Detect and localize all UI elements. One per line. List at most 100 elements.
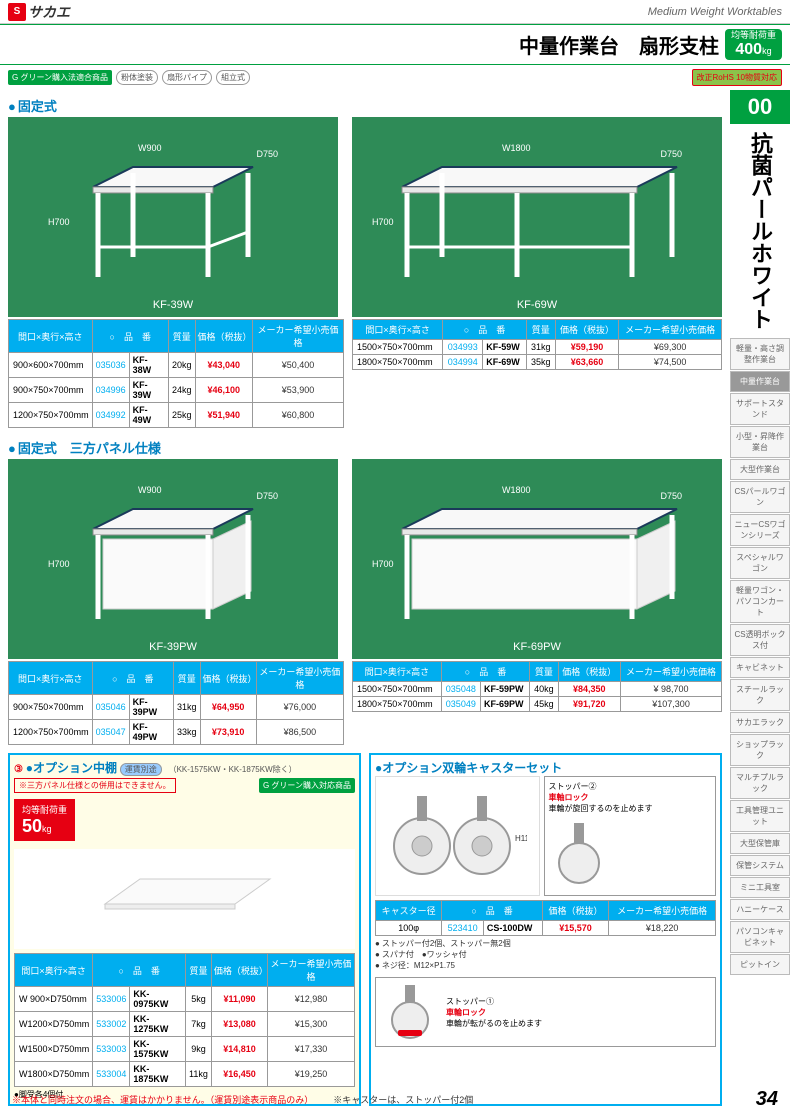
sidebar-item[interactable]: マルチプルラック xyxy=(730,767,790,799)
product-image-kf39pw: W900 D750 H700 KF-39PW xyxy=(8,459,338,659)
option-shelf-box: ③ オプション中棚 運賃別途 （KK-1575KW・KK-1875KW除く） ※… xyxy=(8,753,361,1106)
dim-w: W1800 xyxy=(502,143,531,153)
green-badge-small: G グリーン購入対応商品 xyxy=(259,778,355,793)
product-image-kf69w: W1800 D750 H700 KF xyxy=(352,117,722,317)
sidebar-item[interactable]: サポートスタンド xyxy=(730,393,790,425)
load-unit: kg xyxy=(762,46,772,56)
note-item: ストッパー付2個、ストッパー無2個 xyxy=(375,938,716,949)
dim-h: H700 xyxy=(48,559,70,569)
model-label: KF-39W xyxy=(153,299,193,311)
load-value: 50 xyxy=(22,816,42,836)
sidebar-item[interactable]: 軽量ワゴン・パソコンカート xyxy=(730,580,790,623)
sidebar-item[interactable]: ミニ工具室 xyxy=(730,877,790,898)
medium-weight-title: Medium Weight Worktables xyxy=(648,6,782,18)
load-label: 均等耐荷重 xyxy=(731,31,776,41)
footer-note2: ※キャスターは、ストッパー付2個 xyxy=(333,1093,473,1106)
stopper2-title: ストッパー② xyxy=(549,781,712,792)
brand-logo: S サカエ xyxy=(8,2,70,22)
badge-row: G グリーン購入法適合商品 粉体塗装 扇形パイプ 組立式 改正RoHS 10物質… xyxy=(0,65,790,90)
stopper2-desc: 車輪が旋回するのを止めます xyxy=(549,803,712,814)
dim-w: W1800 xyxy=(502,485,531,495)
spec-table-2: 間口×奥行×高さ○ 品 番質量価格（税抜）メーカー希望小売価格1500×750×… xyxy=(352,319,722,370)
stopper1-icon xyxy=(380,982,440,1042)
load-label: 均等耐荷重 xyxy=(22,803,67,816)
dim-h: H700 xyxy=(48,217,70,227)
sidebar-category: 抗菌パールホワイト xyxy=(730,124,790,338)
load-capacity-badge: 均等耐荷重 400kg xyxy=(725,29,782,60)
dim-w: W900 xyxy=(138,485,162,495)
sidebar-item[interactable]: CS透明ボックス付 xyxy=(730,624,790,656)
brand-name: サカエ xyxy=(28,2,70,22)
green-badge: G グリーン購入法適合商品 xyxy=(8,70,112,85)
spec-table-4: 間口×奥行×高さ○ 品 番質量価格（税抜）メーカー希望小売価格1500×750×… xyxy=(352,661,722,712)
shelf-load-badge: 均等耐荷重 50kg xyxy=(14,799,75,841)
section-fixed: 固定式 xyxy=(8,90,722,117)
page-title: 中量作業台 扇形支柱 xyxy=(519,30,719,59)
footer-note1: ※本体と同時注文の場合、運賃はかかりません。（運賃別途表示商品のみ） xyxy=(12,1093,313,1106)
powder-badge: 粉体塗装 xyxy=(116,70,158,85)
rohs-badge: 改正RoHS 10物質対応 xyxy=(692,69,782,86)
shelf-image xyxy=(14,849,355,949)
pipe-badge: 扇形パイプ xyxy=(162,70,212,85)
sidebar-item[interactable]: ハニーケース xyxy=(730,899,790,920)
svg-text:H110: H110 xyxy=(515,834,527,843)
stopper2-box: ストッパー② 車軸ロック 車輪が旋回するのを止めます xyxy=(544,776,717,896)
shelf-spec-table: 間口×奥行×高さ○ 品 番質量価格（税抜）メーカー希望小売価格W 900×D75… xyxy=(14,953,355,1087)
freight-badge: 運賃別途 xyxy=(120,763,162,776)
sidebar-item[interactable]: キャビネット xyxy=(730,657,790,678)
opt-warning: ※三方パネル仕様との併用はできません。 xyxy=(14,778,176,793)
section-panel: 固定式 三方パネル仕様 xyxy=(8,432,722,459)
top-bar: S サカエ Medium Weight Worktables xyxy=(0,0,790,24)
model-label: KF-39PW xyxy=(149,641,197,653)
sidebar-item[interactable]: 大型作業台 xyxy=(730,459,790,480)
spec-table-3: 間口×奥行×高さ○ 品 番質量価格（税抜）メーカー希望小売価格900×750×7… xyxy=(8,661,344,745)
sidebar-item[interactable]: 大型保管庫 xyxy=(730,833,790,854)
option-caster-box: オプション双輪キャスターセット H110 xyxy=(369,753,722,1106)
product-image-kf39w: W900 D750 H700 KF- xyxy=(8,117,338,317)
note-item: スパナ付 ●ワッシャ付 xyxy=(375,949,716,960)
sidebar-item[interactable]: サカエラック xyxy=(730,712,790,733)
opt-caster-title: オプション双輪キャスターセット xyxy=(375,759,716,776)
sidebar-item[interactable]: スペシャルワゴン xyxy=(730,547,790,579)
product-image-kf69pw: W1800 D750 H700 KF-69PW xyxy=(352,459,722,659)
model-label: KF-69W xyxy=(517,299,557,311)
header-row: 中量作業台 扇形支柱 均等耐荷重 400kg xyxy=(0,24,790,65)
caster-spec-table: キャスター径○ 品 番価格（税抜）メーカー希望小売価格100φ523410CS-… xyxy=(375,900,716,936)
sidebar-item[interactable]: 中量作業台 xyxy=(730,371,790,392)
note-item: ネジ径：M12×P1.75 xyxy=(375,960,716,971)
model-label: KF-69PW xyxy=(513,641,561,653)
sidebar: 00 抗菌パールホワイト 軽量・高さ調整作業台中量作業台サポートスタンド小型・昇… xyxy=(730,90,790,1106)
stopper2-lock: 車軸ロック xyxy=(549,792,712,803)
sidebar-item[interactable]: スチールラック xyxy=(730,679,790,711)
table-panel-icon xyxy=(73,499,273,629)
load-value: 400 xyxy=(735,41,762,58)
opt-num: ③ xyxy=(14,764,23,775)
sidebar-item[interactable]: ショップラック xyxy=(730,734,790,766)
sidebar-item[interactable]: 工具管理ユニット xyxy=(730,800,790,832)
sidebar-item[interactable]: 保管システム xyxy=(730,855,790,876)
assembly-badge: 組立式 xyxy=(216,70,250,85)
spec-table-1: 間口×奥行×高さ○ 品 番質量価格（税抜）メーカー希望小売価格900×600×7… xyxy=(8,319,344,428)
opt-exclude: （KK-1575KW・KK-1875KW除く） xyxy=(169,765,297,774)
sidebar-item[interactable]: 軽量・高さ調整作業台 xyxy=(730,338,790,370)
table-icon xyxy=(387,157,687,287)
caster-icon: H110 xyxy=(387,786,527,886)
table-icon xyxy=(73,157,273,287)
sidebar-item[interactable]: CSパールワゴン xyxy=(730,481,790,513)
stopper1-title: ストッパー① xyxy=(446,996,542,1007)
page-footer: ※本体と同時注文の場合、運賃はかかりません。（運賃別途表示商品のみ） ※キャスタ… xyxy=(0,1086,790,1113)
sidebar-item[interactable]: ピットイン xyxy=(730,954,790,975)
shelf-icon xyxy=(95,864,275,934)
sidebar-item[interactable]: ニューCSワゴンシリーズ xyxy=(730,514,790,546)
caster-notes: ストッパー付2個、ストッパー無2個スパナ付 ●ワッシャ付ネジ径：M12×P1.7… xyxy=(375,936,716,973)
sidebar-item[interactable]: パソコンキャビネット xyxy=(730,921,790,953)
load-unit: kg xyxy=(42,824,52,834)
opt-shelf-title: オプション中棚 xyxy=(26,761,117,775)
sidebar-item[interactable]: 小型・昇降作業台 xyxy=(730,426,790,458)
page-number: 34 xyxy=(756,1088,778,1111)
caster-image: H110 xyxy=(375,776,540,896)
stopper1-lock: 車輪ロック xyxy=(446,1007,542,1018)
logo-s-icon: S xyxy=(8,3,26,21)
stopper1-desc: 車輪が転がるのを止めます xyxy=(446,1018,542,1029)
sidebar-section-num: 00 xyxy=(730,90,790,124)
